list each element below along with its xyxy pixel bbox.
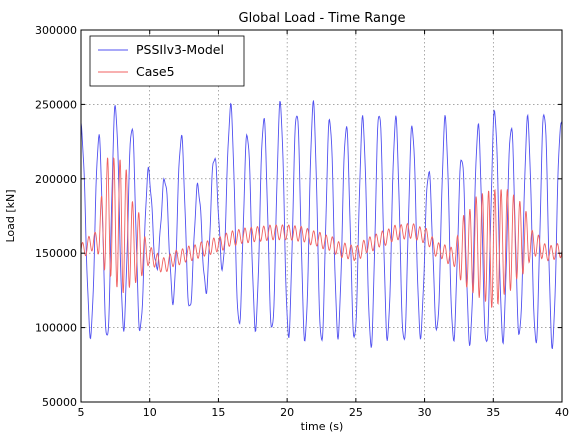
series-layer [80, 100, 563, 350]
legend-label-pssilv3-model: PSSIlv3-Model [136, 42, 224, 57]
y-tick-label: 100000 [35, 322, 77, 335]
y-tick-label: 150000 [35, 247, 77, 260]
x-axis: 5 10 15 20 25 30 35 40 [78, 30, 569, 419]
x-axis-title: time (s) [301, 420, 344, 433]
x-tick-label: 40 [555, 406, 569, 419]
x-tick-label: 35 [486, 406, 500, 419]
y-tick-label: 200000 [35, 173, 77, 186]
chart-title: Global Load - Time Range [239, 11, 406, 26]
x-tick-label: 5 [78, 406, 85, 419]
y-tick-label: 300000 [35, 24, 77, 37]
x-tick-label: 25 [349, 406, 363, 419]
x-tick-label: 15 [211, 406, 225, 419]
series-line-case5 [80, 156, 563, 308]
y-axis: 50000 100000 150000 200000 250000 300000 [35, 24, 562, 409]
x-tick-label: 20 [280, 406, 294, 419]
y-tick-label: 250000 [35, 98, 77, 111]
y-tick-label: 50000 [42, 396, 77, 409]
x-tick-label: 30 [418, 406, 432, 419]
x-tick-label: 10 [143, 406, 157, 419]
legend: PSSIlv3-Model Case5 [89, 35, 245, 87]
legend-label-case5: Case5 [136, 64, 175, 79]
legend-box [89, 35, 245, 87]
y-axis-title: Load [kN] [4, 189, 17, 242]
plot-frame [80, 29, 563, 403]
